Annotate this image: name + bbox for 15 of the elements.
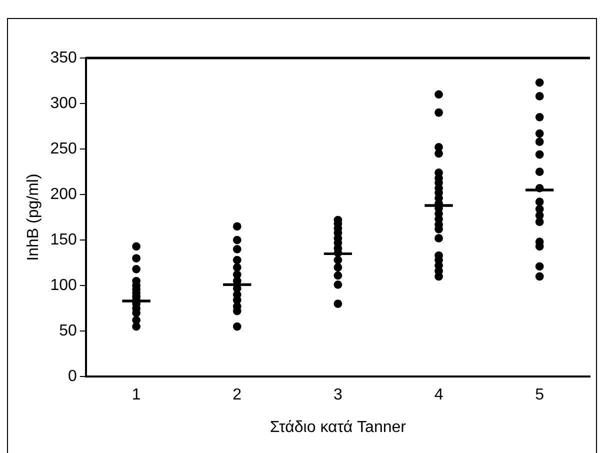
x-axis-title: Στάδιο κατά Tanner — [270, 418, 407, 436]
y-tick-label: 50 — [59, 322, 77, 340]
x-tick-label: 1 — [132, 386, 141, 404]
x-tick-label: 4 — [434, 386, 444, 404]
y-tick-label: 350 — [50, 49, 77, 66]
y-axis-title: InhB (pg/ml) — [25, 174, 42, 261]
y-tick-label: 150 — [50, 231, 77, 248]
y-tick-label: 250 — [50, 140, 77, 158]
y-tick-label: 0 — [68, 368, 77, 386]
x-tick-label: 3 — [333, 386, 342, 404]
x-tick-label: 5 — [535, 386, 544, 404]
y-tick-label: 100 — [50, 276, 77, 294]
x-tick-label: 2 — [232, 386, 242, 404]
y-tick-label: 300 — [50, 94, 77, 112]
y-tick-label: 200 — [50, 186, 77, 203]
